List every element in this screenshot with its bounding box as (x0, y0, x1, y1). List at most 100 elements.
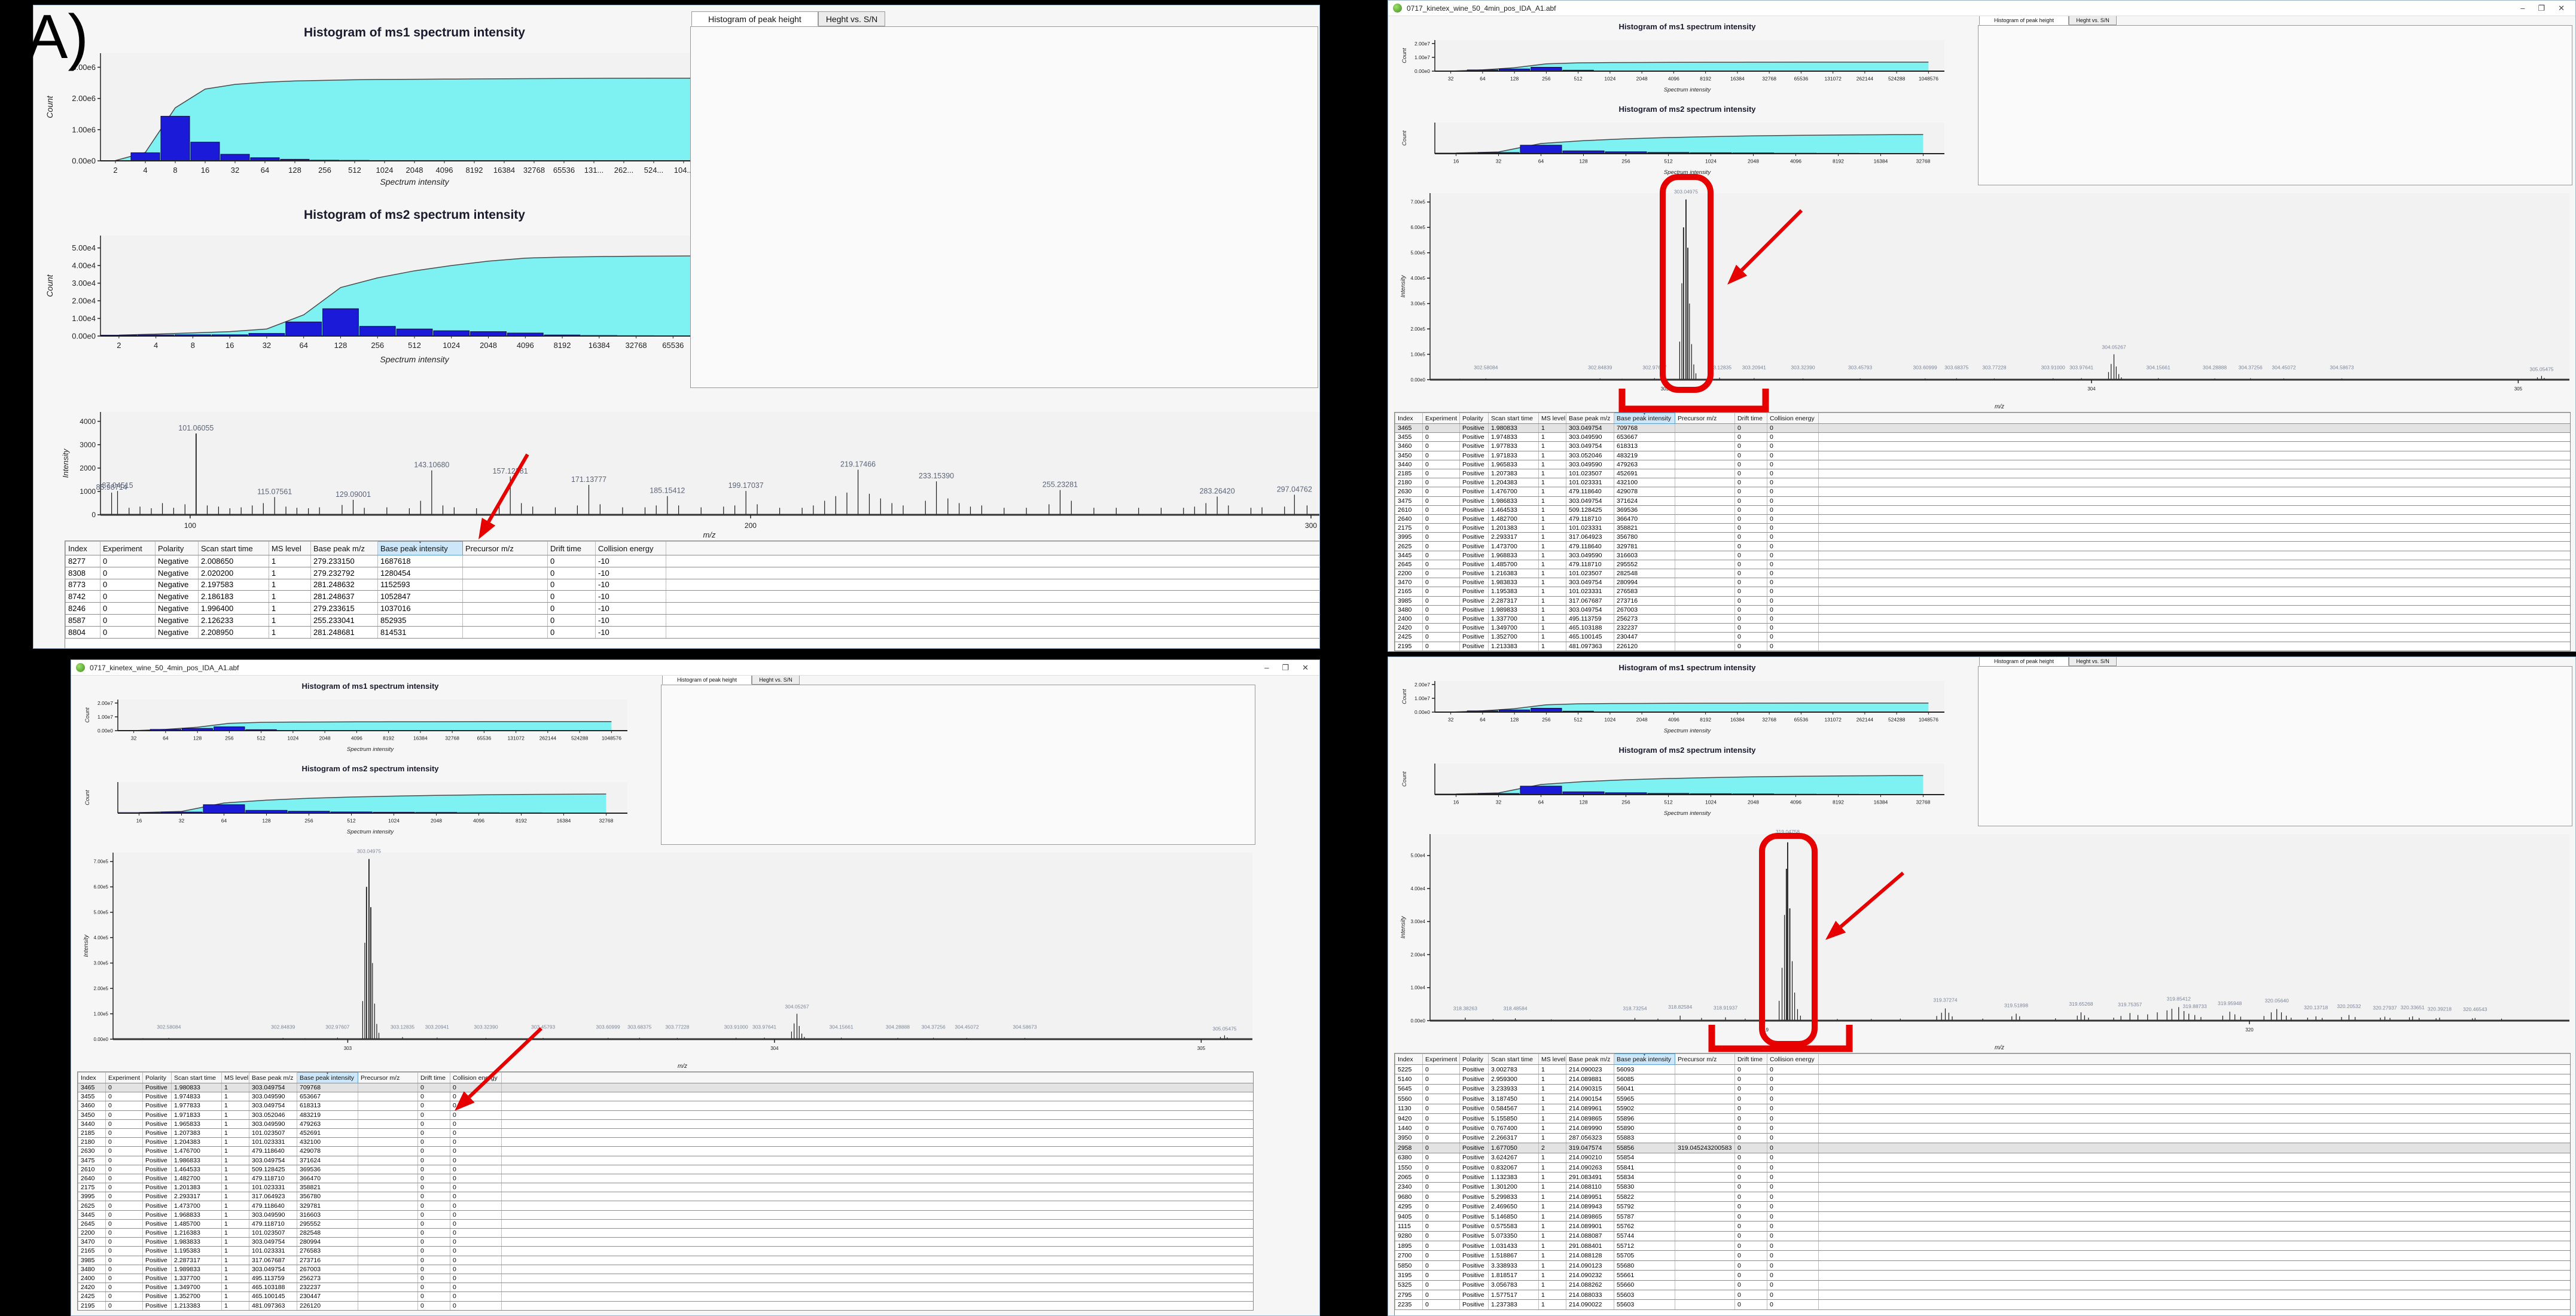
titlebar[interactable]: 0717_kinetex_wine_50_4min_pos_IDA_A1.abf… (71, 660, 1319, 676)
table-row[interactable]: 3460 0 Positive 1.977833 1 303.049754 618313 0 0 (1395, 441, 2570, 451)
table-row[interactable]: 2610 0 Positive 1.464533 1 509.128425 369536 0 0 (78, 1164, 1253, 1174)
table-row[interactable]: 2400 0 Positive 1.337700 1 495.113759 256273 0 0 (1395, 613, 2570, 624)
table-row[interactable]: 3445 0 Positive 1.968833 1 303.049590 316603 0 0 (78, 1210, 1253, 1220)
table-row[interactable]: 9680 0 Positive 5.299833 1 214.089951 55822 0 0 (1395, 1192, 2570, 1202)
table-row[interactable]: 2630 0 Positive 1.476700 1 479.118640 429078 0 0 (78, 1146, 1253, 1156)
col-header-index[interactable]: Index (65, 541, 100, 555)
col-header-precursor-m-z[interactable]: Precursor m/z (1675, 1054, 1735, 1065)
table-row[interactable]: 2165 0 Positive 1.195383 1 101.023331 276583 0 0 (78, 1246, 1253, 1256)
table-row[interactable]: 1440 0 Positive 0.767400 1 214.089990 55890 0 0 (1395, 1123, 2570, 1134)
table-row[interactable]: 1550 0 Positive 0.832067 1 214.090263 55841 0 0 (1395, 1162, 2570, 1173)
table-row[interactable]: 3465 0 Positive 1.980833 1 303.049754 709768 0 0 (78, 1082, 1253, 1093)
table-row[interactable]: 5645 0 Positive 3.233933 1 214.090315 56041 0 0 (1395, 1083, 2570, 1095)
table-row[interactable]: 8308 0 Negative 2.020200 1 279.232792 1280454 0… (65, 566, 1319, 579)
table-row[interactable]: 3195 0 Positive 1.818517 1 214.090232 55661 0 0 (1395, 1270, 2570, 1281)
col-header-polarity[interactable]: Polarity (155, 541, 199, 555)
table-row[interactable]: 4295 0 Positive 2.469650 1 214.089943 55792 0 0 (1395, 1201, 2570, 1212)
close-button[interactable]: ✕ (2558, 3, 2565, 13)
table-row[interactable]: 2625 0 Positive 1.473700 1 479.118640 329781 0 0 (1395, 541, 2570, 551)
col-header-scan-start-time[interactable]: Scan start time (1488, 1054, 1539, 1065)
col-header-collision-energy[interactable]: Collision energy (450, 1072, 502, 1083)
table-row[interactable]: 8742 0 Negative 2.186183 1 281.248637 1052847 0… (65, 590, 1319, 603)
col-header-collision-energy[interactable]: Collision energy (1767, 413, 1819, 424)
table-row[interactable]: 2200 0 Positive 1.216383 1 101.023507 282548 0 0 (1395, 568, 2570, 579)
table-row[interactable]: 3455 0 Positive 1.974833 1 303.049590 653667 0 0 (78, 1092, 1253, 1102)
titlebar[interactable]: 0717_kinetex_wine_50_4min_pos_IDA_A1.abf… (1388, 1, 2575, 16)
table-row[interactable]: 2645 0 Positive 1.485700 1 479.118710 295552 0 0 (78, 1219, 1253, 1229)
table-row[interactable]: 2165 0 Positive 1.195383 1 101.023331 276583 0 0 (1395, 587, 2570, 597)
table-row[interactable]: 5560 0 Positive 3.187450 1 214.090154 55965 0 0 (1395, 1094, 2570, 1104)
table-row[interactable]: 2700 0 Positive 1.518867 1 214.088128 55705 0 0 (1395, 1250, 2570, 1261)
table-row[interactable]: 2610 0 Positive 1.464533 1 509.128425 369536 0 0 (1395, 505, 2570, 515)
table-row[interactable]: 1115 0 Positive 0.575583 1 214.089901 55762 0 0 (1395, 1221, 2570, 1232)
table-row[interactable]: 3475 0 Positive 1.986833 1 303.049754 371624 0 0 (78, 1155, 1253, 1165)
col-header-experiment[interactable]: Experiment (105, 1072, 143, 1083)
col-header-index[interactable]: Index (1395, 1054, 1423, 1065)
table-row[interactable]: 3985 0 Positive 2.287317 1 317.067687 273716 0 0 (1395, 596, 2570, 606)
col-header-index[interactable]: Index (1395, 413, 1423, 424)
table-row[interactable]: 5225 0 Positive 3.002783 1 214.090023 56093 0 0 (1395, 1064, 2570, 1075)
table-row[interactable]: 5140 0 Positive 2.959300 1 214.089881 56085 0 0 (1395, 1074, 2570, 1085)
table-row[interactable]: 5850 0 Positive 3.338933 1 214.090123 55680 0 0 (1395, 1260, 2570, 1271)
col-header-base-peak-m-z[interactable]: Base peak m/z (310, 541, 378, 555)
col-header-polarity[interactable]: Polarity (1459, 1054, 1489, 1065)
table-row[interactable]: 3460 0 Positive 1.977833 1 303.049754 618313 0 0 (78, 1101, 1253, 1111)
tab-height-vs-sn[interactable]: Heght vs. S/N (818, 11, 885, 26)
table-row[interactable]: 3440 0 Positive 1.965833 1 303.049590 479263 0 0 (1395, 459, 2570, 469)
table-row[interactable]: 2420 0 Positive 1.349700 1 465.103188 232237 0 0 (1395, 623, 2570, 633)
table-row[interactable]: 2640 0 Positive 1.482700 1 479.118710 366470 0 0 (78, 1173, 1253, 1184)
col-header-precursor-m-z[interactable]: Precursor m/z (462, 541, 548, 555)
table-row[interactable]: 2425 0 Positive 1.352700 1 465.100145 230447 0 0 (78, 1291, 1253, 1302)
table-row[interactable]: 2065 0 Positive 1.132383 1 291.083491 55834 0 0 (1395, 1172, 2570, 1183)
table-row[interactable]: 8587 0 Negative 2.126233 1 255.233041 852935 0-… (65, 613, 1319, 627)
tab-histogram-of-peak-height[interactable]: Histogram of peak height (691, 11, 818, 26)
col-header-base-peak-m-z[interactable]: Base peak m/z (1566, 1054, 1614, 1065)
col-header-base-peak-intensity[interactable]: ▼ Base peak intensity (1614, 1054, 1675, 1065)
table-row[interactable]: 3445 0 Positive 1.968833 1 303.049590 316603 0 0 (1395, 550, 2570, 560)
table-row[interactable]: 2235 0 Positive 1.237383 1 214.090022 55603 0 0 (1395, 1299, 2570, 1310)
table-row[interactable]: 3440 0 Positive 1.965833 1 303.049590 479263 0 0 (78, 1119, 1253, 1129)
table-row[interactable]: 2645 0 Positive 1.485700 1 479.118710 295552 0 0 (1395, 559, 2570, 570)
table-row[interactable]: 3475 0 Positive 1.986833 1 303.049754 371624 0 0 (1395, 496, 2570, 506)
col-header-drift-time[interactable]: Drift time (1734, 1054, 1767, 1065)
table-row[interactable]: 3995 0 Positive 2.293317 1 317.064923 356780 0 0 (1395, 532, 2570, 542)
table-row[interactable]: 9280 0 Positive 5.073350 1 214.088087 55744 0 0 (1395, 1230, 2570, 1242)
table-row[interactable]: 8773 0 Negative 2.197583 1 281.248632 1152593 0… (65, 578, 1319, 591)
table-row[interactable]: 9405 0 Positive 5.146850 1 214.089865 55787 0 0 (1395, 1211, 2570, 1222)
maximize-button[interactable]: ❐ (2538, 3, 2545, 13)
col-header-experiment[interactable]: Experiment (1422, 1054, 1460, 1065)
col-header-collision-energy[interactable]: Collision energy (1767, 1054, 1819, 1065)
table-row[interactable]: 3455 0 Positive 1.974833 1 303.049590 653667 0 0 (1395, 432, 2570, 442)
table-row[interactable]: 2200 0 Positive 1.216383 1 101.023507 282548 0 0 (78, 1228, 1253, 1238)
table-row[interactable]: 1895 0 Positive 1.031433 1 291.088401 55712 0 0 (1395, 1241, 2570, 1251)
table-row[interactable]: 2340 0 Positive 1.301200 1 214.088110 55830 0 0 (1395, 1181, 2570, 1193)
table-row[interactable]: 2180 0 Positive 1.204383 1 101.023331 432100 0 0 (78, 1137, 1253, 1147)
col-header-base-peak-intensity[interactable]: ▼ Base peak intensity (377, 541, 463, 555)
col-header-collision-energy[interactable]: Collision energy (595, 541, 666, 555)
table-row[interactable]: 3470 0 Positive 1.983833 1 303.049754 280994 0 0 (78, 1237, 1253, 1247)
col-header-polarity[interactable]: Polarity (1459, 413, 1489, 424)
tab-histogram-of-peak-height[interactable]: Histogram of peak height (1979, 15, 2069, 25)
col-header-base-peak-m-z[interactable]: Base peak m/z (249, 1072, 297, 1083)
table-row[interactable]: 2795 0 Positive 1.577517 1 214.088033 55603 0 0 (1395, 1289, 2570, 1300)
col-header-experiment[interactable]: Experiment (1422, 413, 1460, 424)
col-header-drift-time[interactable]: Drift time (1734, 413, 1767, 424)
table-row[interactable]: 2185 0 Positive 1.207383 1 101.023507 452691 0 0 (1395, 468, 2570, 479)
table-row[interactable]: 2185 0 Positive 1.207383 1 101.023507 452691 0 0 (78, 1128, 1253, 1138)
table-row[interactable]: 3995 0 Positive 2.293317 1 317.064923 356780 0 0 (78, 1192, 1253, 1202)
table-row[interactable]: 2195 0 Positive 1.213383 1 481.097363 226120 0 0 (78, 1300, 1253, 1310)
col-header-precursor-m-z[interactable]: Precursor m/z (1675, 413, 1735, 424)
table-row[interactable]: 3950 0 Positive 2.266317 1 287.056323 55883 0 0 (1395, 1132, 2570, 1144)
col-header-scan-start-time[interactable]: Scan start time (1488, 413, 1539, 424)
col-header-scan-start-time[interactable]: Scan start time (198, 541, 269, 555)
table-row[interactable]: 8277 0 Negative 2.008650 1 279.233150 1687618 0… (65, 555, 1319, 567)
table-row[interactable]: 8804 0 Negative 2.208950 1 281.248681 814531 0-… (65, 625, 1319, 639)
table-row[interactable]: 3470 0 Positive 1.983833 1 303.049754 280994 0 0 (1395, 578, 2570, 588)
table-row[interactable]: 2640 0 Positive 1.482700 1 479.118710 366470 0 0 (1395, 514, 2570, 524)
table-row[interactable]: 2420 0 Positive 1.349700 1 465.103188 232237 0 0 (78, 1283, 1253, 1293)
tab-height-vs-sn[interactable]: Heght vs. S/N (2069, 15, 2117, 25)
table-row[interactable]: 2958 0 Positive 1.677050 2 319.047574 55856 319… (1395, 1143, 2570, 1153)
maximize-button[interactable]: ❐ (1282, 662, 1289, 672)
table-row[interactable]: 2425 0 Positive 1.352700 1 465.100145 230447 0 0 (1395, 632, 2570, 642)
col-header-drift-time[interactable]: Drift time (417, 1072, 450, 1083)
